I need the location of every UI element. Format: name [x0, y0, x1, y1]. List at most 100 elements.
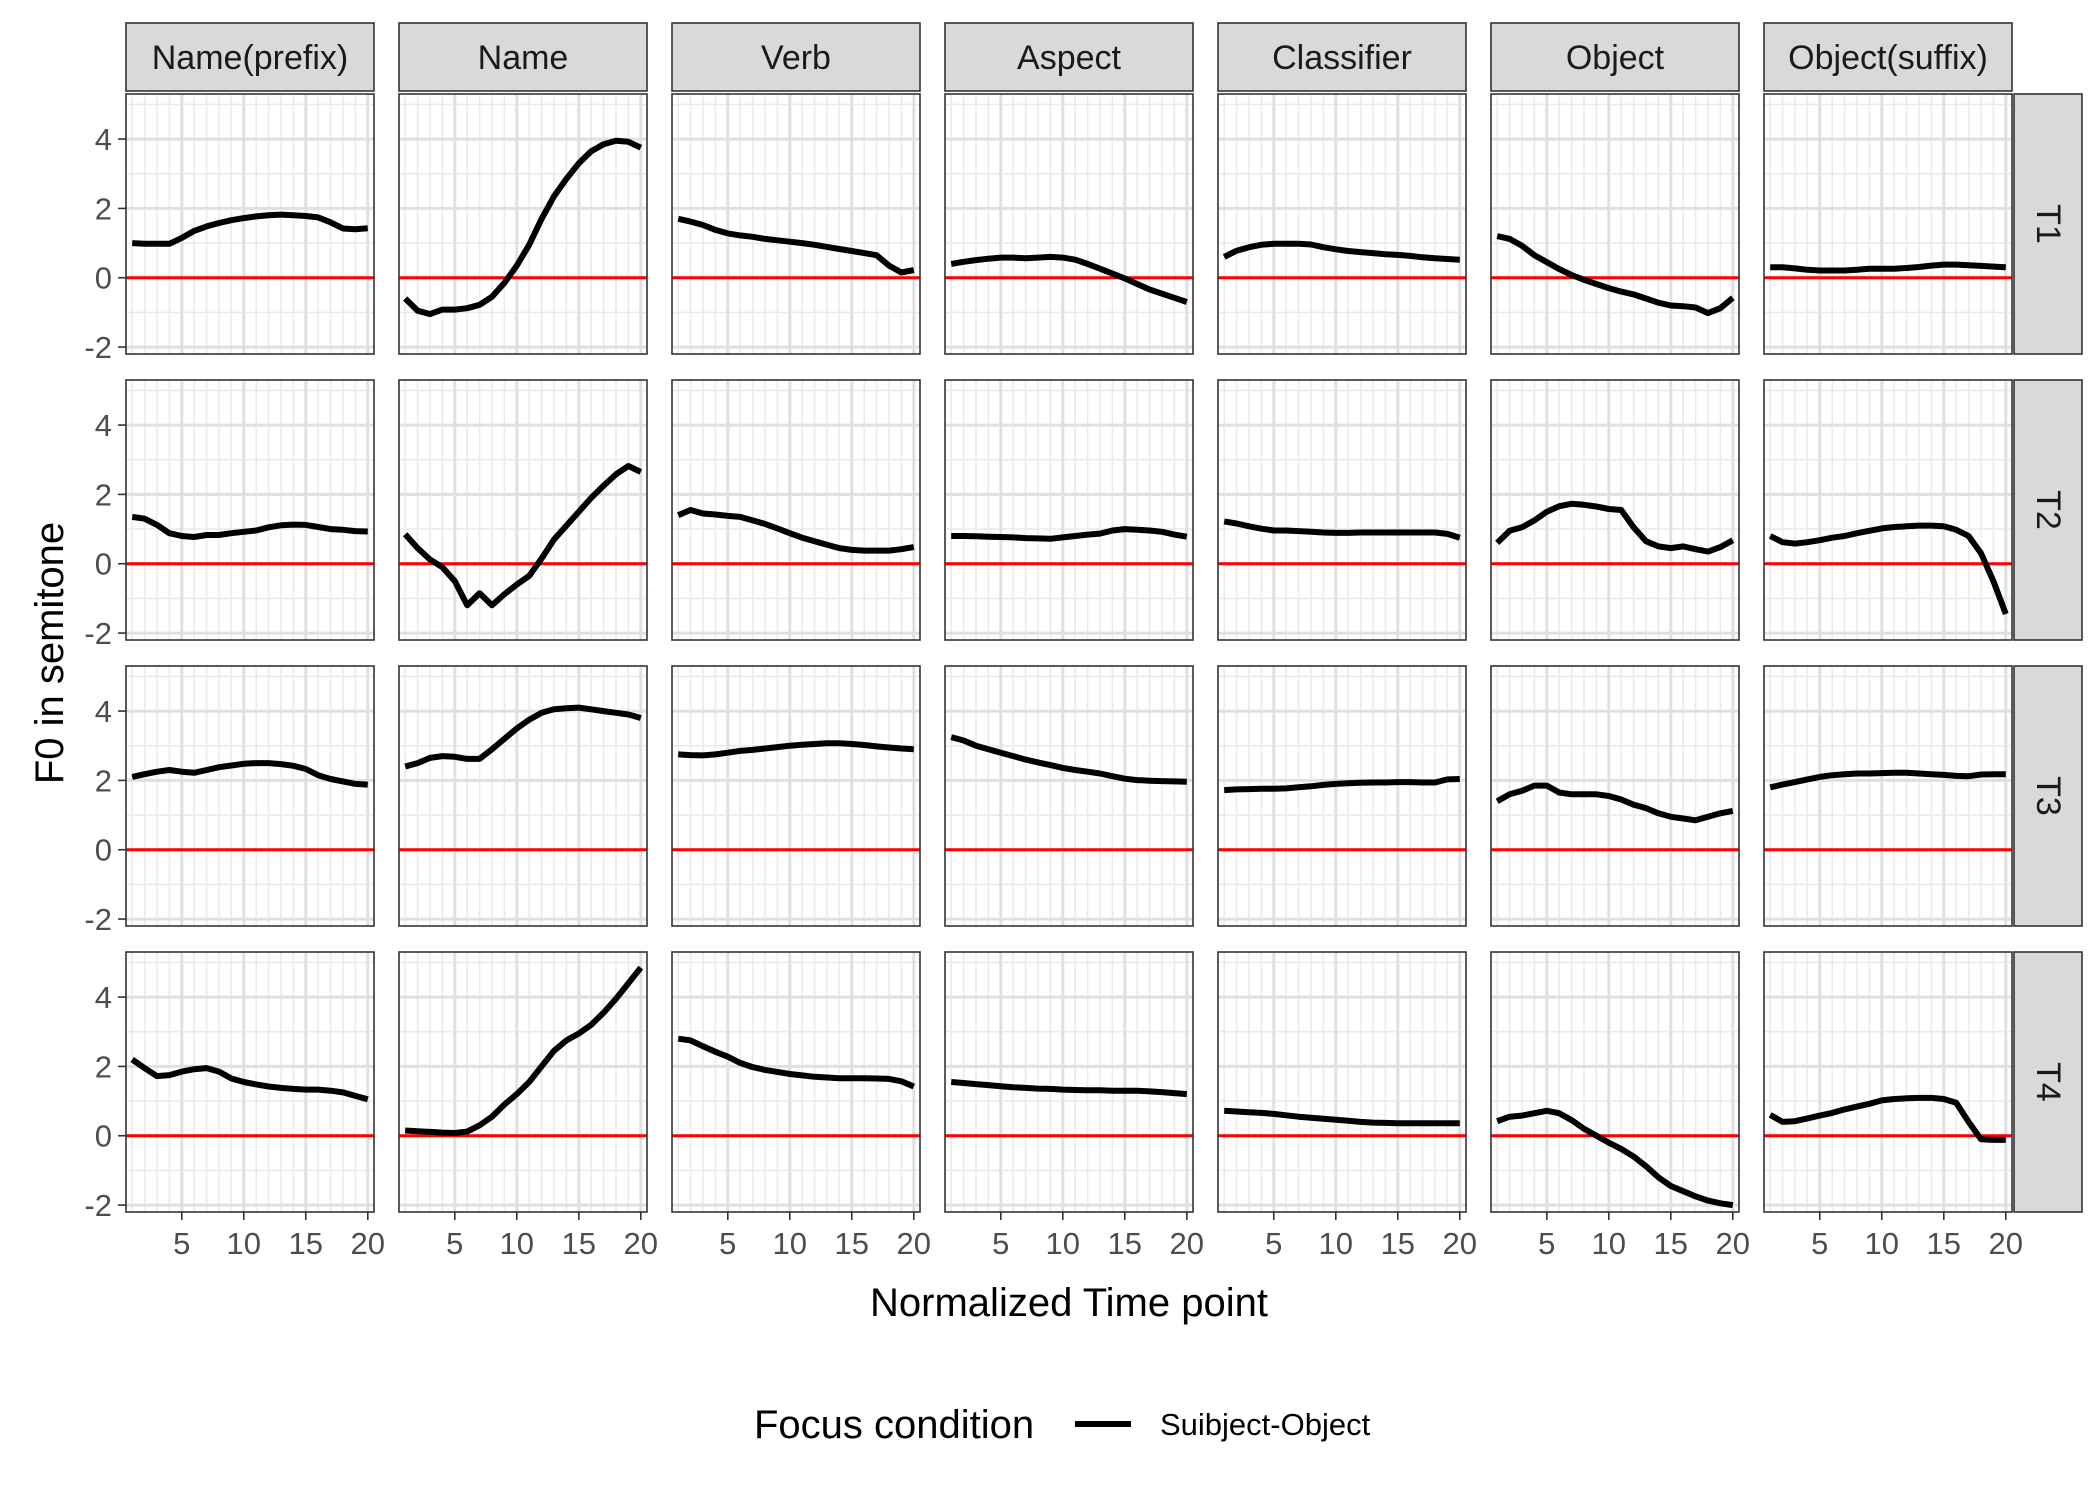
column-strip-aspect: Aspect: [944, 22, 1194, 92]
panel-t1-object: [1490, 93, 1740, 355]
series-line: [132, 211, 369, 247]
panel-background: [945, 94, 1193, 354]
panel-background: [672, 94, 920, 354]
series-line: [677, 1035, 915, 1090]
axis-ticks: -2 0 2 4 -2 0 2 4 -2 0 2 4 -2 0 2 4 5 10 15 20 5 10 15 20 5 10 15 2…: [84, 122, 2023, 1261]
x-tick-label: 15: [1927, 1226, 1961, 1261]
series-line: [131, 513, 368, 540]
panel-t3-aspect: [944, 665, 1194, 927]
panel-border: [671, 951, 921, 1213]
series-line: [1222, 240, 1460, 263]
series-line: [1496, 1107, 1734, 1209]
column-strip-label: Aspect: [1017, 39, 1121, 77]
series-line: [951, 526, 1188, 542]
panel-t4-object-suffix: [1763, 951, 2013, 1213]
row-strip-t3: T3: [2013, 665, 2083, 927]
x-tick-label: 10: [1319, 1226, 1353, 1261]
column-strip-label: Classifier: [1272, 39, 1412, 77]
panel-border: [671, 93, 921, 355]
panel-border: [398, 951, 648, 1213]
panel-background: [126, 380, 374, 640]
y-axis-title: F0 in semitone: [28, 522, 72, 784]
panel-border: [944, 93, 1194, 355]
legend: Focus condition Suibject-Object: [754, 1403, 1371, 1447]
column-strip-classifier: Classifier: [1217, 22, 1467, 92]
column-strip-label: Object(suffix): [1788, 39, 1988, 77]
column-strip-name-prefix: Name(prefix): [125, 22, 375, 92]
panel-border: [1217, 951, 1467, 1213]
column-strip-label: Name: [478, 39, 569, 77]
x-tick-label: 15: [562, 1226, 596, 1261]
x-tick-label: 20: [1989, 1226, 2023, 1261]
panel-border: [125, 379, 375, 641]
panel-t3-object-suffix: [1763, 665, 2013, 927]
panel-background: [1218, 952, 1466, 1212]
panel-border: [125, 665, 375, 927]
x-tick-label: 10: [500, 1226, 534, 1261]
strip-background: [1763, 22, 2013, 92]
panel-background: [945, 666, 1193, 926]
panel-background: [672, 952, 920, 1212]
series-line: [130, 1057, 369, 1103]
x-tick-label: 20: [897, 1226, 931, 1261]
x-tick-label: 5: [719, 1226, 736, 1261]
y-tick-label: 2: [95, 477, 112, 512]
x-tick-label: 5: [173, 1226, 190, 1261]
x-tick-label: 20: [351, 1226, 385, 1261]
panel-border: [1490, 951, 1740, 1213]
y-tick-label: 2: [95, 191, 112, 226]
column-strip-label: Name(prefix): [152, 39, 348, 77]
series-line: [678, 740, 914, 759]
panel-background: [1218, 380, 1466, 640]
series-line: [404, 704, 642, 770]
row-strip-label: T4: [2029, 1062, 2067, 1102]
x-tick-label: 15: [1654, 1226, 1688, 1261]
series-line: [403, 137, 643, 318]
x-tick-label: 15: [1108, 1226, 1142, 1261]
panel-t3-classifier: [1217, 665, 1467, 927]
panel-border: [125, 93, 375, 355]
panel-border: [944, 379, 1194, 641]
row-strip-t4: T4: [2013, 951, 2083, 1213]
panel-t4-aspect: [944, 951, 1194, 1213]
column-strip-object: Object: [1490, 22, 1740, 92]
panel-border: [125, 951, 375, 1213]
panel-t2-classifier: [1217, 379, 1467, 641]
panel-background: [945, 380, 1193, 640]
x-tick-label: 20: [624, 1226, 658, 1261]
series-line: [677, 507, 915, 554]
panel-border: [944, 951, 1194, 1213]
panel-background: [1218, 666, 1466, 926]
row-strip-label: T1: [2029, 204, 2067, 244]
panel-border: [1217, 93, 1467, 355]
y-tick-label: 4: [95, 408, 112, 443]
series-line: [405, 965, 644, 1136]
panel-border: [1217, 379, 1467, 641]
series-line: [1224, 1107, 1460, 1127]
panel-t1-classifier: [1217, 93, 1467, 355]
y-tick-label: 4: [95, 980, 112, 1015]
panel-border: [1217, 665, 1467, 927]
x-tick-label: 5: [1811, 1226, 1828, 1261]
x-tick-label: 10: [1046, 1226, 1080, 1261]
y-tick-label: 0: [95, 833, 112, 868]
panel-background: [1491, 952, 1739, 1212]
series-line: [950, 253, 1188, 305]
panel-t2-object-suffix: [1763, 379, 2013, 641]
panel-t1-name: [398, 93, 648, 355]
x-tick-label: 20: [1170, 1226, 1204, 1261]
strip-background: [2013, 951, 2083, 1213]
panel-background: [1764, 94, 2012, 354]
panel-t4-classifier: [1217, 951, 1467, 1213]
y-tick-label: -2: [84, 616, 112, 651]
y-tick-label: 4: [95, 122, 112, 157]
series-line: [1496, 233, 1735, 317]
series-line: [131, 760, 368, 788]
panel-border: [1763, 665, 2013, 927]
x-tick-label: 5: [992, 1226, 1009, 1261]
y-tick-label: -2: [84, 330, 112, 365]
panel-background: [1491, 94, 1739, 354]
panel-t4-name-prefix: [125, 951, 375, 1213]
x-tick-label: 10: [1592, 1226, 1626, 1261]
